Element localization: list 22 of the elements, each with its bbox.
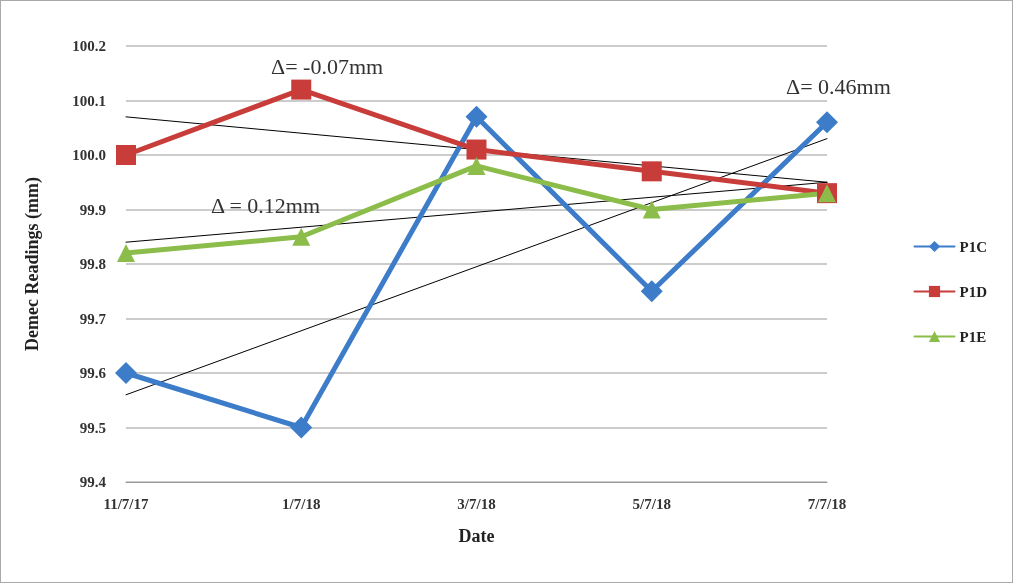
x-tick-label: 11/7/17 — [103, 495, 149, 512]
legend-label: P1C — [959, 238, 987, 255]
x-tick-label: 5/7/18 — [632, 495, 671, 512]
annotation: Δ = 0.12mm — [211, 192, 321, 218]
legend-label: P1D — [959, 283, 988, 300]
y-tick-label: 100.1 — [72, 92, 106, 109]
y-axis-title: Demec Readings (mm) — [22, 177, 43, 351]
x-tick-label: 3/7/18 — [457, 495, 496, 512]
y-tick-label: 99.7 — [79, 310, 107, 327]
y-tick-label: 100.2 — [72, 38, 106, 54]
x-axis-title: Date — [458, 526, 495, 546]
legend-label: P1E — [959, 328, 987, 345]
y-tick-label: 100.0 — [72, 147, 106, 163]
y-tick-label: 99.4 — [79, 474, 107, 490]
y-tick-label: 99.5 — [79, 419, 106, 436]
y-tick-label: 99.9 — [79, 201, 106, 218]
y-tick-label: 99.6 — [79, 365, 107, 381]
y-tick-label: 99.8 — [79, 256, 106, 272]
annotation: Δ= 0.46mm — [786, 73, 891, 99]
x-tick-label: 1/7/18 — [282, 495, 321, 512]
annotation: Δ= -0.07mm — [271, 53, 384, 79]
x-tick-label: 7/7/18 — [807, 495, 847, 512]
